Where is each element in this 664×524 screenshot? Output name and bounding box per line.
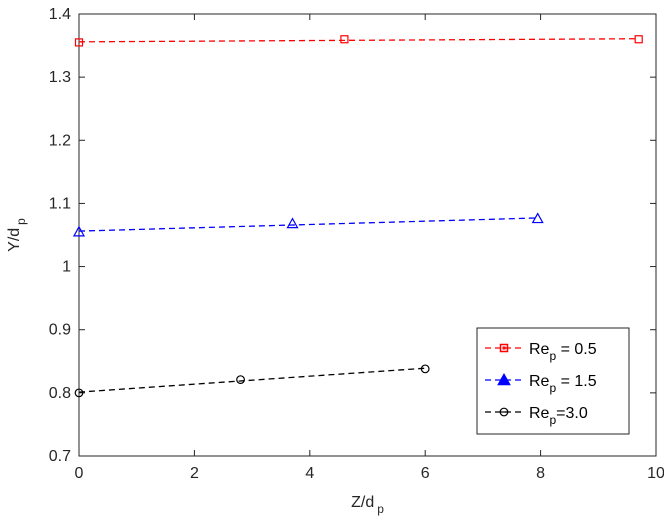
x-axis-label: Z/d p (351, 494, 384, 516)
legend-label-0: Rep = 0.5 (529, 341, 597, 363)
data-point-s1-p1 (286, 217, 299, 229)
y-tick-label: 0.7 (49, 448, 71, 465)
legend-marker-0-core (502, 346, 506, 350)
data-point-s2-p1 (236, 375, 245, 384)
series-line-0 (78, 38, 639, 43)
legend-marker-1 (497, 372, 511, 386)
series-1 (72, 212, 544, 237)
y-tick-label: 0.9 (49, 322, 71, 339)
x-tick-label: 0 (75, 465, 84, 482)
legend-label-1: Rep = 1.5 (529, 373, 597, 395)
x-tick-label: 4 (305, 465, 314, 482)
legend-marker-0 (499, 343, 509, 353)
data-point-s0-p0 (74, 38, 84, 47)
y-tick-label: 1 (62, 259, 71, 276)
y-tick-label: 1.3 (49, 69, 71, 86)
series-0 (74, 35, 643, 47)
series-layer (72, 35, 643, 398)
y-tick-label: 1.1 (49, 195, 71, 212)
y-tick-label: 1.4 (49, 6, 71, 23)
data-point-s0-p2 (634, 35, 643, 44)
axes: 0 2 4 6 8 10 0.7 0.8 0.9 1 1.1 1.2 1.3 1.4 Z/d p Y/dp (6, 6, 664, 516)
y-tick-label: 0.8 (49, 385, 71, 402)
legend-label-2: Rep=3.0 (529, 405, 588, 427)
legend-marker-2 (499, 407, 509, 417)
y-axis-label: Y/dp (6, 218, 28, 252)
series-2 (74, 364, 430, 398)
x-tick-label: 8 (536, 465, 545, 482)
data-point-s1-p0 (72, 225, 86, 237)
legend: Rep = 0.5 Rep = 1.5 Rep=3.0 (476, 327, 630, 435)
data-point-s2-p2 (420, 364, 430, 374)
data-point-s2-p0 (74, 388, 84, 398)
series-line-2 (78, 367, 426, 393)
x-tick-label: 2 (190, 465, 199, 482)
x-tick-label: 10 (647, 465, 664, 482)
y-tick-label: 1.2 (49, 132, 71, 149)
data-point-s0-p1 (340, 35, 349, 44)
x-tick-label: 6 (421, 465, 430, 482)
data-point-s1-p2 (531, 212, 544, 224)
series-line-1 (78, 217, 538, 232)
